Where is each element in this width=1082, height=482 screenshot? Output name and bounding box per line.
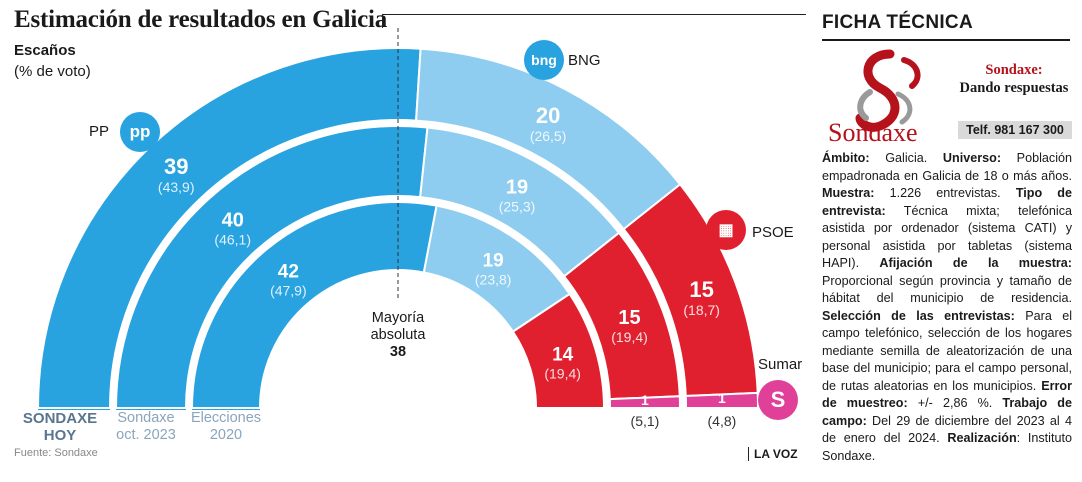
psoe-logo-icon: ▦ bbox=[706, 210, 746, 250]
legend-bng: BNG bbox=[568, 52, 601, 69]
chart-title: Estimación de resultados en Galicia bbox=[14, 6, 388, 33]
seats-bng-ring-1: 19 bbox=[506, 177, 528, 199]
sondaxe-wordmark: Sondaxe bbox=[828, 118, 918, 147]
seats-psoe-ring-1: 15 bbox=[618, 307, 640, 329]
seats-bng-ring-0: 20 bbox=[536, 103, 560, 128]
arc-segment-sumar-ring-0 bbox=[684, 391, 760, 409]
seats-pp-ring-2: 42 bbox=[278, 261, 299, 282]
seats-psoe-ring-0: 15 bbox=[689, 277, 713, 302]
vote-pp-ring-0: (43,9) bbox=[158, 179, 195, 195]
ring-label-sondaxe-hoy: SONDAXE HOY bbox=[22, 410, 98, 444]
technical-sheet-rule bbox=[822, 39, 1070, 41]
legend-psoe: PSOE bbox=[752, 224, 794, 241]
legend-sumar: Sumar bbox=[758, 356, 803, 373]
brand-rule bbox=[748, 447, 749, 461]
slogan-text: Dando respuestas bbox=[959, 80, 1069, 96]
source-note: Fuente: Sondaxe bbox=[14, 447, 98, 459]
brand-label: LA VOZ bbox=[754, 447, 798, 461]
pp-logo-icon: pp bbox=[120, 112, 160, 152]
sondaxe-logo-icon bbox=[855, 49, 921, 132]
vote-psoe-ring-1: (19,4) bbox=[611, 329, 648, 345]
seats-sumar-ring-0: 1 bbox=[718, 390, 726, 406]
arc-segment-sumar-ring-1 bbox=[608, 395, 682, 409]
vote-sumar-ring-1: (5,1) bbox=[631, 413, 660, 429]
vote-bng-ring-1: (25,3) bbox=[499, 199, 536, 215]
bng-logo-icon: bng bbox=[524, 40, 564, 80]
seats-psoe-ring-2: 14 bbox=[552, 344, 574, 365]
vote-percent-label: (% de voto) bbox=[14, 63, 91, 80]
technical-sheet: FICHA TÉCNICA Sondaxe Sondaxe: Dando res… bbox=[818, 0, 1076, 482]
seats-pp-ring-0: 39 bbox=[164, 154, 188, 179]
phone-number: Telf. 981 167 300 bbox=[958, 121, 1072, 139]
arc-segment-psoe-ring-2 bbox=[511, 292, 606, 409]
vote-sumar-ring-0: (4,8) bbox=[708, 413, 737, 429]
majority-label: Mayoría absoluta 38 bbox=[370, 310, 426, 360]
ring-label-elecciones: Elecciones 2020 bbox=[190, 410, 262, 443]
vote-psoe-ring-0: (18,7) bbox=[683, 302, 720, 318]
seats-label: Escaños bbox=[14, 42, 76, 59]
title-rule bbox=[382, 14, 806, 15]
vote-psoe-ring-2: (19,4) bbox=[544, 365, 581, 381]
sumar-logo-icon: S bbox=[758, 380, 798, 420]
arc-segment-pp-ring-2 bbox=[190, 201, 438, 409]
ring-label-sondaxe-oct: Sondaxe oct. 2023 bbox=[116, 410, 176, 443]
vote-bng-ring-2: (23,8) bbox=[475, 272, 512, 288]
slogan-company: Sondaxe: bbox=[985, 62, 1043, 78]
vote-bng-ring-0: (26,5) bbox=[530, 128, 567, 144]
technical-sheet-body: Ámbito: Galicia. Universo: Población emp… bbox=[822, 151, 1073, 463]
vote-pp-ring-2: (47,9) bbox=[270, 282, 307, 298]
legend-pp: PP bbox=[89, 123, 110, 140]
vote-pp-ring-1: (46,1) bbox=[214, 231, 251, 247]
hemicycle-chart: 39(43,9)20(26,5)15(18,7)1(4,8)40(46,1)19… bbox=[36, 28, 760, 429]
seats-sumar-ring-1: 1 bbox=[641, 392, 649, 408]
technical-sheet-title: FICHA TÉCNICA bbox=[822, 12, 973, 33]
seats-bng-ring-2: 19 bbox=[483, 251, 504, 272]
seats-pp-ring-1: 40 bbox=[222, 209, 244, 231]
title-tick bbox=[382, 14, 383, 28]
